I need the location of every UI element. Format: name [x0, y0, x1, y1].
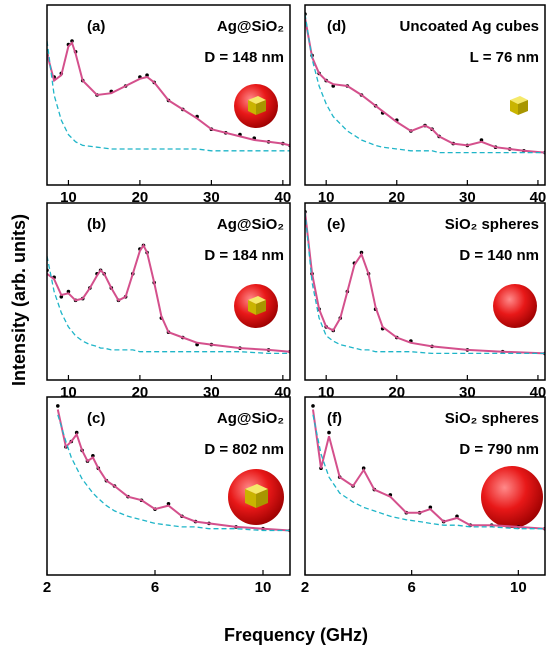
panel-label: (e) — [327, 216, 345, 233]
data-point — [145, 73, 149, 77]
data-point — [56, 404, 60, 408]
x-tick-label: 40 — [530, 384, 547, 401]
icon-sphere — [481, 466, 543, 528]
data-point — [166, 502, 171, 506]
plot-area — [47, 243, 290, 355]
x-tick-label: 2 — [43, 579, 51, 596]
data-point — [455, 514, 459, 519]
sample-label: Ag@SiO₂ — [217, 18, 284, 35]
icon-core-shell — [228, 469, 284, 525]
plot-frame — [46, 202, 291, 381]
x-tick-label: 6 — [407, 579, 415, 596]
data-point — [70, 39, 74, 43]
background-line — [47, 40, 290, 152]
data-point — [311, 404, 315, 408]
size-label: D = 148 nm — [204, 49, 284, 66]
data-point — [59, 295, 64, 299]
panel-label: (c) — [87, 410, 105, 427]
icon-core-shell — [234, 84, 278, 128]
background-line — [47, 255, 290, 355]
fit-line — [47, 243, 290, 353]
x-tick-label: 10 — [318, 189, 335, 206]
data-point — [428, 505, 433, 510]
x-tick-label: 10 — [318, 384, 335, 401]
data-point — [479, 138, 484, 142]
size-label: L = 76 nm — [470, 49, 539, 66]
sample-label: SiO₂ spheres — [445, 410, 539, 427]
x-tick-label: 30 — [203, 189, 220, 206]
data-point — [66, 289, 71, 294]
plot-area — [305, 12, 545, 155]
background-line — [312, 414, 545, 530]
x-tick-label: 30 — [203, 384, 220, 401]
background-line — [305, 13, 545, 154]
size-label: D = 802 nm — [204, 441, 284, 458]
x-tick-label: 30 — [459, 189, 476, 206]
sample-label: SiO₂ spheres — [445, 216, 539, 233]
x-tick-label: 20 — [132, 189, 149, 206]
plot-area — [305, 210, 545, 356]
sample-label: Uncoated Ag cubes — [400, 18, 539, 35]
size-label: D = 184 nm — [204, 247, 284, 264]
sample-label: Ag@SiO₂ — [217, 410, 284, 427]
size-label: D = 140 nm — [459, 247, 539, 264]
x-tick-label: 10 — [510, 579, 527, 596]
fit-line — [56, 409, 290, 532]
data-point — [361, 466, 366, 471]
x-tick-label: 40 — [275, 384, 292, 401]
sample-label: Ag@SiO₂ — [217, 216, 284, 233]
panel-label: (b) — [87, 216, 106, 233]
background-line — [57, 414, 290, 532]
x-tick-label: 20 — [388, 189, 405, 206]
data-point — [91, 453, 95, 458]
panel-label: (d) — [327, 18, 346, 35]
fit-line — [305, 211, 545, 355]
icon-core-shell — [234, 284, 278, 328]
icon-sphere — [493, 284, 537, 328]
background-line — [305, 211, 545, 355]
plot-area — [56, 404, 290, 533]
x-tick-label: 40 — [275, 189, 292, 206]
x-axis-label: Frequency (GHz) — [224, 625, 368, 645]
plot-area — [311, 404, 545, 531]
plot-frame — [46, 4, 291, 186]
x-tick-label: 10 — [255, 579, 272, 596]
size-label: D = 790 nm — [459, 441, 539, 458]
plot-frame — [304, 4, 546, 186]
x-tick-label: 10 — [60, 384, 77, 401]
y-axis-label: Intensity (arb. units) — [9, 214, 29, 386]
plot-frame — [304, 202, 546, 381]
x-tick-label: 40 — [530, 189, 547, 206]
fit-line — [305, 17, 545, 154]
plot-frame — [304, 396, 546, 576]
x-tick-label: 20 — [132, 384, 149, 401]
icon-cube — [510, 96, 528, 115]
data-point — [327, 430, 331, 435]
x-tick-label: 6 — [151, 579, 159, 596]
x-tick-label: 20 — [388, 384, 405, 401]
fit-line — [47, 40, 290, 147]
panel-label: (f) — [327, 410, 342, 427]
x-tick-label: 30 — [459, 384, 476, 401]
panel-label: (a) — [87, 18, 105, 35]
x-tick-label: 2 — [301, 579, 309, 596]
fit-line — [312, 409, 545, 530]
data-point — [74, 430, 79, 435]
x-tick-label: 10 — [60, 189, 77, 206]
plot-frame — [46, 396, 291, 576]
